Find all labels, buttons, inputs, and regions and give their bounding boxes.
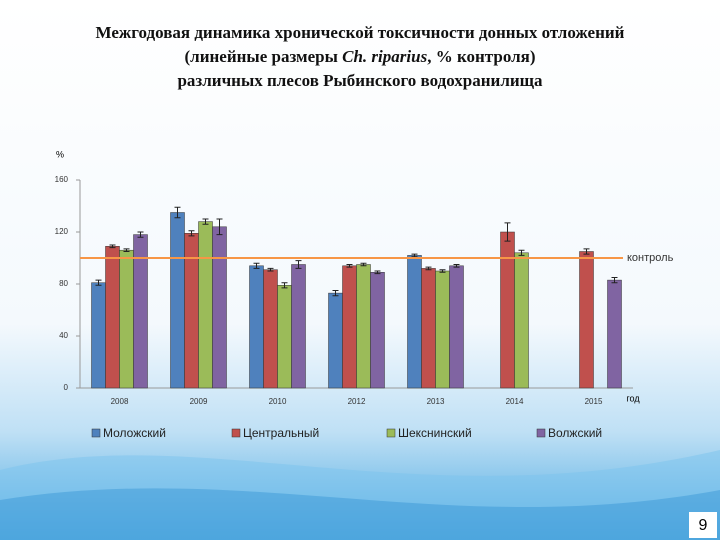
error-bar — [374, 270, 381, 275]
error-bar — [95, 279, 102, 286]
error-bar — [202, 218, 209, 225]
bar — [449, 265, 464, 389]
error-bar — [295, 260, 302, 269]
bar — [249, 265, 264, 389]
legend-label: Центральный — [243, 426, 319, 440]
bar — [328, 292, 343, 389]
error-bar — [518, 249, 525, 256]
error-bar — [188, 230, 195, 237]
x-tick-label: 2013 — [427, 397, 445, 406]
bar — [607, 279, 622, 389]
bar — [277, 285, 292, 389]
page-number: 9 — [699, 517, 708, 534]
bar — [119, 249, 134, 389]
title-part: Ch. riparius — [342, 47, 427, 66]
legend-label: Шекснинский — [398, 426, 472, 440]
page-number-box — [689, 512, 717, 538]
error-bar — [425, 266, 432, 271]
error-bar — [174, 206, 181, 219]
x-tick-label: 2012 — [348, 397, 366, 406]
reference-label: контроль — [627, 252, 674, 264]
error-bar — [453, 264, 460, 268]
error-bar — [439, 269, 446, 273]
error-bar — [332, 290, 339, 297]
legend-swatch — [536, 428, 546, 438]
error-bar — [360, 262, 367, 267]
swirl — [0, 488, 720, 540]
bar — [263, 269, 278, 389]
title-part: (линейные размеры — [185, 47, 343, 66]
error-bar — [109, 244, 116, 249]
x-axis-label: год — [626, 393, 640, 403]
y-tick-label: 120 — [55, 227, 69, 236]
error-bar — [411, 253, 418, 258]
error-bar — [281, 282, 288, 289]
error-bar — [267, 267, 274, 272]
legend-swatch — [231, 428, 241, 438]
bar — [342, 265, 357, 389]
error-bar — [611, 277, 618, 284]
bar — [198, 221, 213, 389]
y-tick-label: 80 — [59, 279, 68, 288]
bar — [407, 255, 422, 389]
bar — [500, 231, 515, 389]
bar — [356, 264, 371, 389]
title-line: (линейные размеры Ch. riparius, % контро… — [185, 47, 536, 66]
y-tick-label: 40 — [59, 331, 68, 340]
legend-label: Моложский — [103, 426, 166, 440]
title-line: различных плесов Рыбинского водохранилищ… — [177, 71, 543, 90]
legend-label: Волжский — [548, 426, 602, 440]
bar — [435, 270, 450, 389]
x-tick-label: 2010 — [269, 397, 287, 406]
bar — [212, 226, 227, 389]
y-tick-label: 160 — [55, 175, 69, 184]
error-bar — [504, 222, 511, 242]
bar — [514, 252, 529, 389]
error-bar — [583, 248, 590, 255]
error-bar — [216, 218, 223, 236]
title-line: Межгодовая динамика хронической токсично… — [96, 23, 625, 42]
bar — [421, 268, 436, 389]
bar — [370, 272, 385, 389]
error-bar — [253, 262, 260, 269]
bar — [91, 282, 106, 389]
y-tick-label: 0 — [64, 383, 69, 392]
bar — [170, 212, 185, 389]
x-tick-label: 2008 — [111, 397, 129, 406]
x-tick-label: 2014 — [506, 397, 524, 406]
bar — [184, 233, 199, 389]
error-bar — [137, 231, 144, 238]
error-bar — [346, 264, 353, 268]
legend-swatch — [386, 428, 396, 438]
bar — [291, 264, 306, 389]
swirl — [0, 450, 720, 540]
bar — [105, 246, 120, 389]
y-axis-label: % — [56, 149, 64, 159]
title-part: , % контроля) — [427, 47, 535, 66]
bar — [579, 251, 594, 389]
x-tick-label: 2009 — [190, 397, 208, 406]
error-bar — [123, 248, 130, 252]
legend-swatch — [91, 428, 101, 438]
x-tick-label: 2015 — [585, 397, 603, 406]
